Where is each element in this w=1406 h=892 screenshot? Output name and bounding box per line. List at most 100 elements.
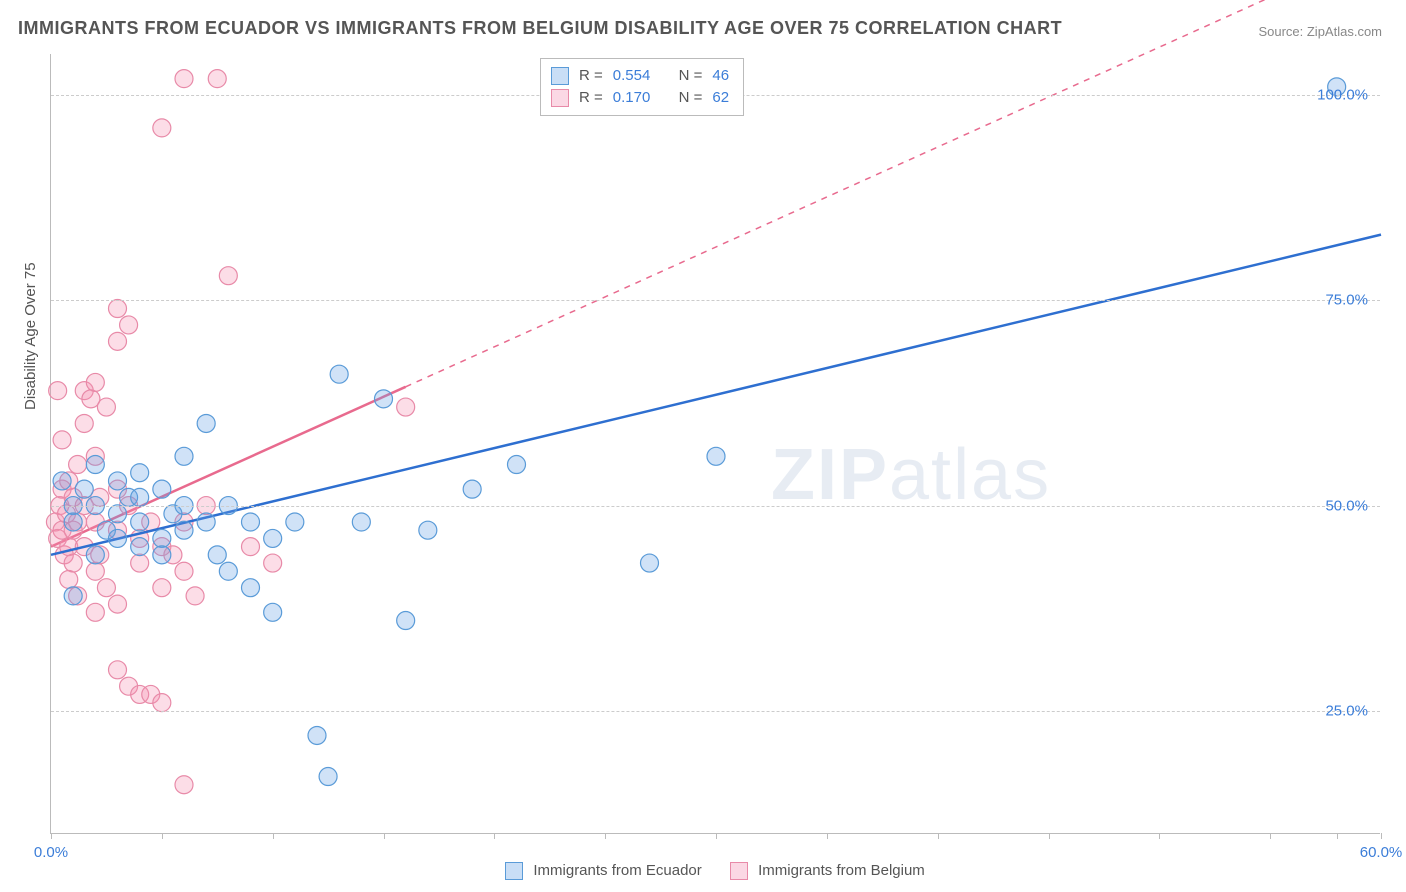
point-ecuador bbox=[64, 587, 82, 605]
point-belgium bbox=[120, 316, 138, 334]
point-ecuador bbox=[131, 488, 149, 506]
correlation-legend: R = 0.554 N = 46 R = 0.170 N = 62 bbox=[540, 58, 744, 116]
point-belgium bbox=[264, 554, 282, 572]
point-ecuador bbox=[641, 554, 659, 572]
legend-belgium-label: Immigrants from Belgium bbox=[758, 862, 925, 879]
point-ecuador bbox=[153, 546, 171, 564]
point-belgium bbox=[49, 382, 67, 400]
xtick-label: 60.0% bbox=[1360, 844, 1403, 861]
gridline bbox=[51, 711, 1380, 712]
gridline bbox=[51, 506, 1380, 507]
ytick-label: 50.0% bbox=[1325, 497, 1368, 514]
xtick-mark bbox=[1337, 833, 1338, 839]
xtick-mark bbox=[384, 833, 385, 839]
point-ecuador bbox=[419, 521, 437, 539]
point-ecuador bbox=[175, 521, 193, 539]
xtick-mark bbox=[162, 833, 163, 839]
point-belgium bbox=[153, 119, 171, 137]
ytick-label: 25.0% bbox=[1325, 702, 1368, 719]
point-ecuador bbox=[75, 480, 93, 498]
point-ecuador bbox=[242, 579, 260, 597]
point-belgium bbox=[53, 431, 71, 449]
point-ecuador bbox=[86, 456, 104, 474]
series-legend: Immigrants from Ecuador Immigrants from … bbox=[0, 862, 1406, 880]
point-belgium bbox=[109, 332, 127, 350]
xtick-mark bbox=[494, 833, 495, 839]
point-ecuador bbox=[219, 562, 237, 580]
n-belgium: 62 bbox=[712, 87, 729, 109]
point-belgium bbox=[109, 595, 127, 613]
point-belgium bbox=[86, 562, 104, 580]
n-label: N = bbox=[679, 87, 703, 109]
xtick-mark bbox=[827, 833, 828, 839]
point-belgium bbox=[186, 587, 204, 605]
point-ecuador bbox=[397, 612, 415, 630]
n-ecuador: 46 bbox=[712, 65, 729, 87]
point-belgium bbox=[131, 554, 149, 572]
point-belgium bbox=[153, 579, 171, 597]
point-ecuador bbox=[264, 529, 282, 547]
point-ecuador bbox=[286, 513, 304, 531]
r-label: R = bbox=[579, 87, 603, 109]
point-ecuador bbox=[375, 390, 393, 408]
point-belgium bbox=[109, 300, 127, 318]
point-belgium bbox=[175, 562, 193, 580]
point-belgium bbox=[175, 70, 193, 88]
xtick-mark bbox=[1159, 833, 1160, 839]
point-belgium bbox=[242, 538, 260, 556]
point-ecuador bbox=[319, 768, 337, 786]
point-ecuador bbox=[86, 546, 104, 564]
ytick-label: 75.0% bbox=[1325, 292, 1368, 309]
point-belgium bbox=[109, 661, 127, 679]
point-belgium bbox=[75, 414, 93, 432]
point-ecuador bbox=[175, 447, 193, 465]
point-ecuador bbox=[197, 414, 215, 432]
xtick-mark bbox=[716, 833, 717, 839]
point-belgium bbox=[60, 570, 78, 588]
r-label: R = bbox=[579, 65, 603, 87]
point-ecuador bbox=[131, 464, 149, 482]
point-belgium bbox=[69, 456, 87, 474]
point-ecuador bbox=[352, 513, 370, 531]
point-ecuador bbox=[330, 365, 348, 383]
point-belgium bbox=[397, 398, 415, 416]
trend-ecuador bbox=[51, 235, 1381, 555]
point-ecuador bbox=[153, 480, 171, 498]
legend-row-belgium: R = 0.170 N = 62 bbox=[551, 87, 729, 109]
point-ecuador bbox=[264, 603, 282, 621]
xtick-mark bbox=[51, 833, 52, 839]
point-ecuador bbox=[508, 456, 526, 474]
point-belgium bbox=[64, 554, 82, 572]
point-belgium bbox=[208, 70, 226, 88]
point-ecuador bbox=[153, 529, 171, 547]
swatch-ecuador bbox=[551, 67, 569, 85]
r-ecuador: 0.554 bbox=[613, 65, 651, 87]
point-ecuador bbox=[131, 538, 149, 556]
point-ecuador bbox=[242, 513, 260, 531]
ytick-label: 100.0% bbox=[1317, 87, 1368, 104]
point-belgium bbox=[219, 267, 237, 285]
legend-row-ecuador: R = 0.554 N = 46 bbox=[551, 65, 729, 87]
source-label: Source: ZipAtlas.com bbox=[1258, 24, 1382, 39]
point-belgium bbox=[86, 373, 104, 391]
chart-area: ZIPatlas 25.0%50.0%75.0%100.0%0.0%60.0% bbox=[50, 54, 1380, 834]
point-belgium bbox=[97, 398, 115, 416]
xtick-mark bbox=[273, 833, 274, 839]
point-ecuador bbox=[53, 472, 71, 490]
point-belgium bbox=[175, 776, 193, 794]
point-ecuador bbox=[308, 726, 326, 744]
point-belgium bbox=[97, 579, 115, 597]
xtick-mark bbox=[1270, 833, 1271, 839]
r-belgium: 0.170 bbox=[613, 87, 651, 109]
swatch-belgium bbox=[551, 89, 569, 107]
point-ecuador bbox=[463, 480, 481, 498]
legend-ecuador-label: Immigrants from Ecuador bbox=[533, 862, 701, 879]
y-axis-label: Disability Age Over 75 bbox=[22, 262, 39, 410]
xtick-mark bbox=[938, 833, 939, 839]
xtick-mark bbox=[1381, 833, 1382, 839]
xtick-mark bbox=[605, 833, 606, 839]
point-belgium bbox=[153, 694, 171, 712]
point-ecuador bbox=[109, 529, 127, 547]
plot-svg bbox=[51, 54, 1380, 833]
point-ecuador bbox=[109, 472, 127, 490]
